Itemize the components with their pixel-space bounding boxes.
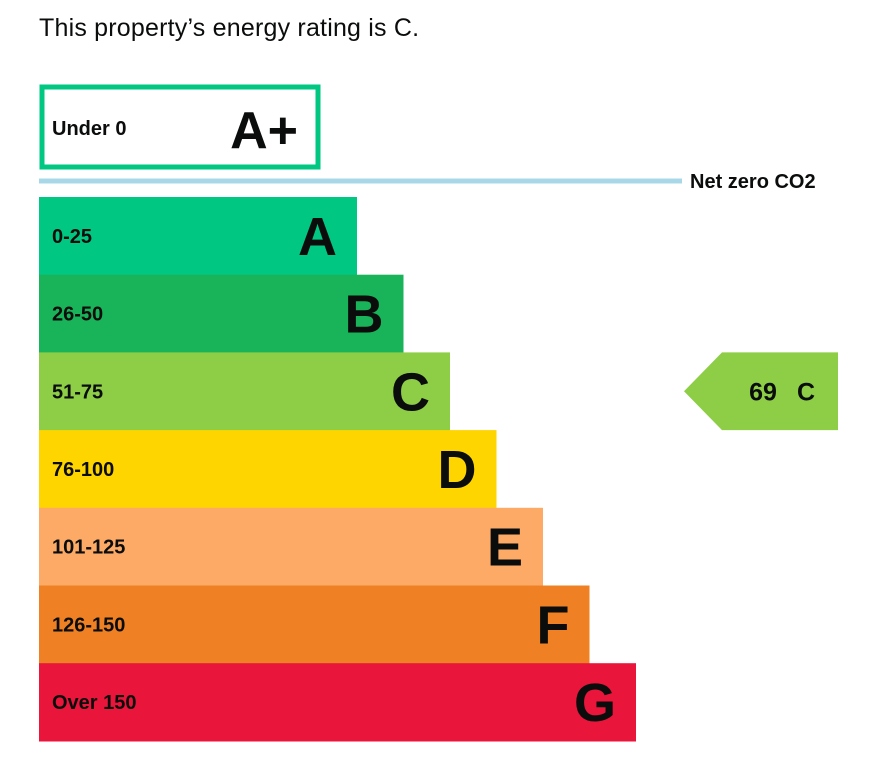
current-rating-letter: C [797,378,815,406]
band-bar-c [39,352,450,431]
band-letter-g: G [574,673,616,733]
band-letter-e: E [487,518,523,578]
rating-summary: This property’s energy rating is C. [39,14,420,42]
band-bar-b [39,274,404,353]
band-range-g: Over 150 [52,692,137,714]
band-letter-f: F [537,595,570,655]
band-bar-g [39,663,636,742]
band-letter-d: D [438,440,477,500]
current-rating-value: 69 [749,378,777,406]
band-letter-b: B [345,285,384,345]
band-bar-e [39,507,543,587]
band-range-c: 51-75 [52,381,103,403]
current-rating-marker: 69 C [684,352,838,431]
top-band-box [39,84,321,170]
band-range-a: 0-25 [52,226,92,248]
rating-bands: 0-25 A 26-50 B 51-75 C 76-100 D 101-125 E 126-150 F… [39,197,636,742]
band-bar-d [39,430,497,509]
band-bar-a [39,197,357,276]
top-band-letter: A+ [230,102,298,160]
net-zero-label: Net zero CO2 [690,171,816,193]
top-band-range: Under 0 [52,118,126,140]
band-letter-c: C [391,362,430,422]
band-range-f: 126-150 [52,614,125,636]
current-rating-arrow [684,352,838,431]
band-range-b: 26-50 [52,304,103,326]
band-range-d: 76-100 [52,459,114,481]
band-range-e: 101-125 [52,537,125,559]
band-bar-f [39,585,590,664]
band-letter-a: A [298,207,337,267]
